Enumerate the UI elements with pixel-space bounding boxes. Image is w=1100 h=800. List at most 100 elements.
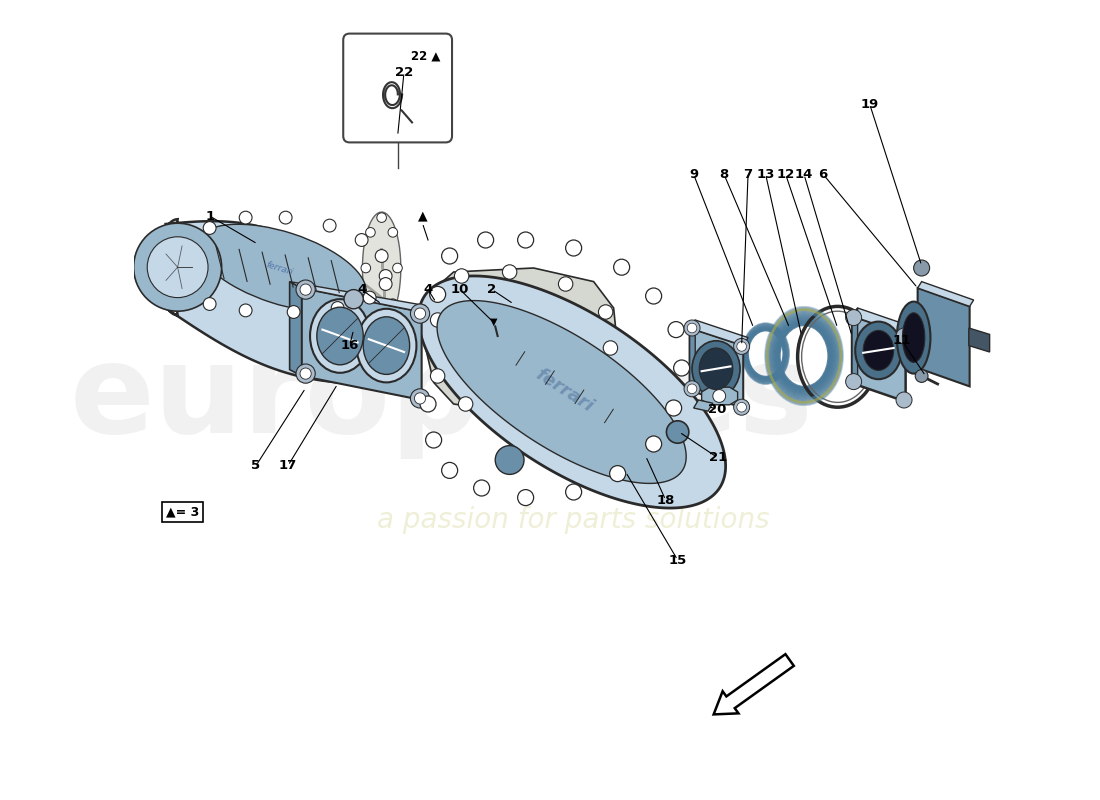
- Circle shape: [300, 284, 311, 295]
- Circle shape: [506, 403, 520, 418]
- Circle shape: [684, 320, 700, 336]
- Polygon shape: [437, 301, 686, 483]
- Text: 15: 15: [669, 554, 686, 566]
- Circle shape: [388, 227, 397, 237]
- Circle shape: [603, 341, 617, 355]
- Circle shape: [361, 263, 371, 273]
- Circle shape: [363, 291, 376, 304]
- Text: europages: europages: [69, 339, 814, 461]
- Circle shape: [365, 299, 375, 309]
- Ellipse shape: [363, 317, 409, 374]
- Circle shape: [459, 397, 473, 411]
- Circle shape: [365, 227, 375, 237]
- Circle shape: [279, 211, 292, 224]
- Text: 9: 9: [689, 168, 698, 181]
- Circle shape: [518, 232, 534, 248]
- Circle shape: [598, 305, 613, 319]
- Circle shape: [323, 219, 336, 232]
- Polygon shape: [363, 212, 400, 324]
- Circle shape: [296, 364, 316, 383]
- Text: 6: 6: [818, 168, 828, 181]
- Polygon shape: [426, 268, 617, 416]
- Circle shape: [379, 278, 392, 290]
- Text: 18: 18: [657, 494, 674, 506]
- Circle shape: [377, 213, 386, 222]
- Polygon shape: [690, 320, 748, 346]
- Circle shape: [300, 368, 311, 379]
- Text: ▲= 3: ▲= 3: [166, 506, 199, 518]
- Ellipse shape: [902, 313, 925, 362]
- Circle shape: [896, 392, 912, 408]
- Circle shape: [239, 211, 252, 224]
- Text: 20: 20: [708, 403, 727, 416]
- Polygon shape: [157, 219, 389, 384]
- Polygon shape: [852, 308, 911, 334]
- Circle shape: [430, 369, 444, 383]
- Circle shape: [147, 237, 208, 298]
- Polygon shape: [690, 320, 695, 390]
- Circle shape: [474, 480, 490, 496]
- Text: 11: 11: [892, 334, 911, 346]
- Text: 16: 16: [340, 339, 359, 352]
- Polygon shape: [969, 328, 990, 352]
- Circle shape: [454, 269, 469, 283]
- Text: 4: 4: [358, 283, 366, 296]
- Circle shape: [846, 310, 861, 326]
- Circle shape: [737, 342, 747, 351]
- Circle shape: [646, 288, 661, 304]
- Circle shape: [296, 280, 316, 299]
- Circle shape: [684, 381, 700, 397]
- Circle shape: [688, 384, 696, 394]
- Polygon shape: [702, 387, 738, 405]
- FancyArrow shape: [714, 654, 794, 714]
- Polygon shape: [289, 282, 426, 312]
- Text: a passion for parts solutions: a passion for parts solutions: [377, 506, 770, 534]
- Circle shape: [915, 370, 928, 382]
- Ellipse shape: [896, 302, 931, 374]
- Text: 13: 13: [757, 168, 774, 181]
- Circle shape: [426, 432, 441, 448]
- Circle shape: [646, 436, 661, 452]
- Text: ▼: ▼: [490, 317, 497, 326]
- Circle shape: [667, 421, 689, 443]
- Circle shape: [133, 223, 221, 311]
- Circle shape: [430, 286, 446, 302]
- Text: 19: 19: [860, 98, 879, 110]
- Circle shape: [565, 484, 582, 500]
- Circle shape: [379, 270, 392, 282]
- Circle shape: [375, 250, 388, 262]
- Text: 10: 10: [451, 283, 470, 296]
- Text: 21: 21: [708, 451, 727, 464]
- Circle shape: [420, 396, 436, 412]
- Circle shape: [734, 338, 749, 354]
- Polygon shape: [917, 282, 974, 306]
- Circle shape: [666, 400, 682, 416]
- Circle shape: [415, 308, 426, 319]
- Ellipse shape: [310, 299, 370, 373]
- Circle shape: [503, 265, 517, 279]
- Ellipse shape: [692, 341, 740, 397]
- Circle shape: [344, 290, 363, 309]
- Ellipse shape: [197, 224, 366, 312]
- FancyBboxPatch shape: [343, 34, 452, 142]
- Text: 7: 7: [744, 168, 752, 181]
- Circle shape: [673, 360, 690, 376]
- Circle shape: [495, 446, 524, 474]
- Text: 17: 17: [279, 459, 297, 472]
- Circle shape: [204, 298, 216, 310]
- Text: 22 ▲: 22 ▲: [411, 50, 440, 62]
- Polygon shape: [852, 308, 858, 383]
- Text: 2: 2: [487, 283, 496, 296]
- Circle shape: [668, 322, 684, 338]
- Circle shape: [559, 277, 573, 291]
- Circle shape: [914, 260, 929, 276]
- Circle shape: [688, 323, 696, 333]
- Circle shape: [430, 313, 444, 327]
- Circle shape: [477, 232, 494, 248]
- Circle shape: [609, 466, 626, 482]
- Circle shape: [737, 402, 747, 412]
- Polygon shape: [289, 282, 301, 376]
- Circle shape: [388, 299, 397, 309]
- Polygon shape: [852, 316, 905, 402]
- Polygon shape: [917, 288, 969, 386]
